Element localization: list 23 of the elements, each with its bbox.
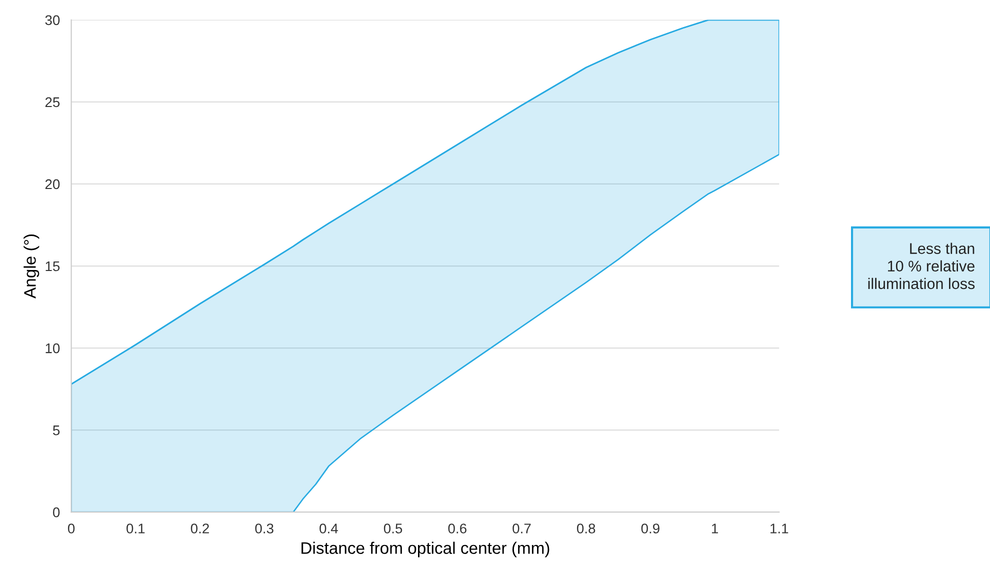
x-tick-label: 0.4	[320, 524, 338, 534]
line-series	[71, 20, 780, 385]
x-tick-label: 0.1	[126, 524, 145, 534]
y-tick-label: 10	[46, 343, 60, 354]
y-tick-label: 30	[45, 15, 60, 26]
x-axis-title: Distance from optical center (mm)	[302, 542, 550, 558]
y-tick-label: 20	[45, 179, 60, 190]
y-axis-title: Angle (°)	[24, 234, 40, 298]
x-tick-label: 0.5	[384, 524, 402, 534]
y-tick-label: 25	[45, 97, 60, 108]
x-tick-label: 0.9	[641, 524, 660, 534]
x-tick-label: 1.1	[770, 524, 788, 534]
y-tick-label: 0	[52, 507, 60, 518]
x-tick-label: 1	[712, 524, 718, 534]
x-tick-label: 0.3	[255, 524, 274, 534]
x-tick-label: 0.2	[190, 524, 209, 534]
x-tick-label: 0.6	[448, 524, 466, 534]
x-tick-label: 0.7	[512, 524, 531, 534]
y-tick-label: 15	[46, 261, 60, 272]
y-tick-label: 5	[53, 426, 60, 436]
text: Less than 10 % relative illumination loss	[868, 242, 975, 290]
x-tick-label: 0.8	[576, 524, 596, 534]
x-tick-label: 0	[68, 524, 75, 534]
